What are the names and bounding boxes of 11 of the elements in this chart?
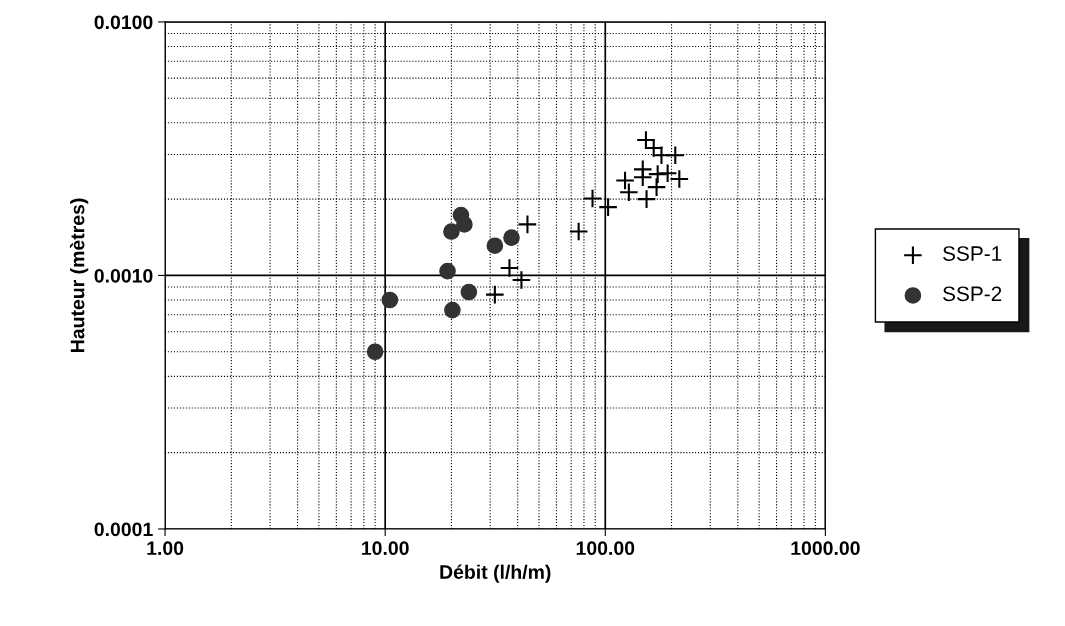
y-tick-label: 0.0010 bbox=[94, 268, 153, 283]
x-tick-label: 1000.00 bbox=[791, 541, 860, 556]
x-tick-label: 100.00 bbox=[576, 541, 635, 556]
y-axis-title: Hauteur (mètres) bbox=[69, 198, 89, 352]
x-tick-label: 1.00 bbox=[147, 541, 184, 556]
y-tick-label: 0.0001 bbox=[94, 522, 153, 537]
legend-label: SSP-2 bbox=[943, 286, 1002, 302]
y-tick-label: 0.0100 bbox=[94, 15, 153, 30]
x-tick-label: 10.00 bbox=[362, 541, 409, 556]
legend-label: SSP-1 bbox=[943, 246, 1002, 261]
x-axis-title: Débit (l/h/m) bbox=[440, 564, 551, 583]
